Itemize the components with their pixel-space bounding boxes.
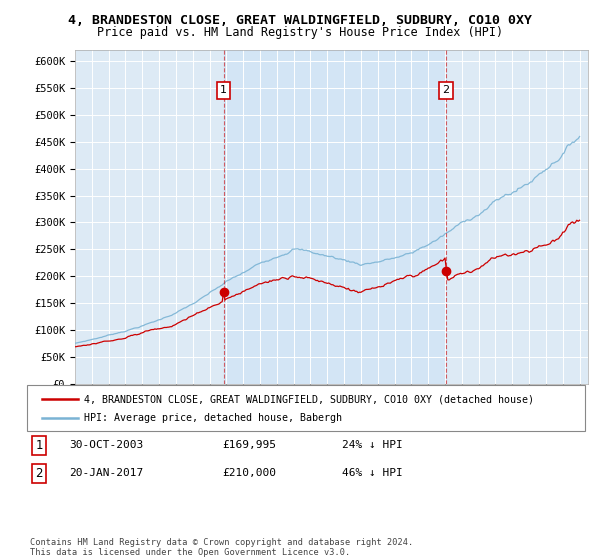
Text: 20-JAN-2017: 20-JAN-2017 bbox=[69, 468, 143, 478]
Text: 4, BRANDESTON CLOSE, GREAT WALDINGFIELD, SUDBURY, CO10 0XY (detached house): 4, BRANDESTON CLOSE, GREAT WALDINGFIELD,… bbox=[84, 394, 534, 404]
Text: 4, BRANDESTON CLOSE, GREAT WALDINGFIELD, SUDBURY, CO10 0XY: 4, BRANDESTON CLOSE, GREAT WALDINGFIELD,… bbox=[68, 14, 532, 27]
Text: 24% ↓ HPI: 24% ↓ HPI bbox=[342, 440, 403, 450]
Text: £210,000: £210,000 bbox=[222, 468, 276, 478]
Text: 30-OCT-2003: 30-OCT-2003 bbox=[69, 440, 143, 450]
Text: 1: 1 bbox=[35, 438, 43, 452]
Text: 2: 2 bbox=[442, 85, 449, 95]
Text: 46% ↓ HPI: 46% ↓ HPI bbox=[342, 468, 403, 478]
Text: Contains HM Land Registry data © Crown copyright and database right 2024.
This d: Contains HM Land Registry data © Crown c… bbox=[30, 538, 413, 557]
Text: 1: 1 bbox=[220, 85, 227, 95]
Text: £169,995: £169,995 bbox=[222, 440, 276, 450]
Text: HPI: Average price, detached house, Babergh: HPI: Average price, detached house, Babe… bbox=[84, 413, 342, 423]
Text: Price paid vs. HM Land Registry's House Price Index (HPI): Price paid vs. HM Land Registry's House … bbox=[97, 26, 503, 39]
Bar bbox=[224, 50, 446, 384]
Text: 2: 2 bbox=[35, 466, 43, 480]
